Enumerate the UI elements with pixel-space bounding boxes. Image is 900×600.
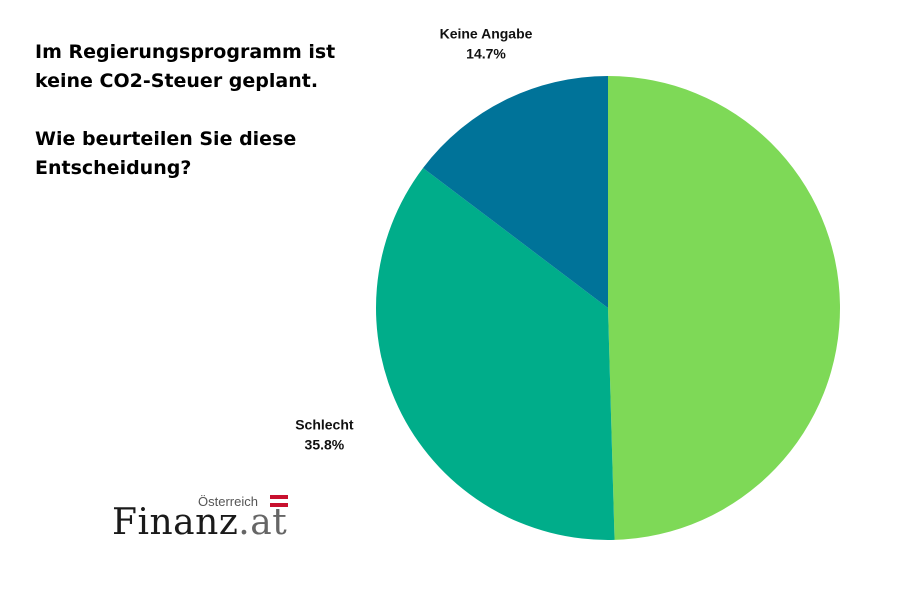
slice-label-schlecht: Schlecht bbox=[295, 416, 354, 432]
logo-name: Finanz bbox=[112, 502, 239, 543]
pie-slice-schlecht bbox=[375, 167, 615, 540]
slice-label-keine-angabe: Keine Angabe bbox=[440, 26, 533, 42]
finanz-at-logo: Österreich Finanz.at bbox=[112, 490, 302, 550]
slice-value-keine-angabe: 14.7% bbox=[466, 46, 506, 62]
title-line-1: Im Regierungsprogramm ist keine CO2-Steu… bbox=[35, 41, 336, 92]
logo-country: Österreich bbox=[198, 494, 258, 509]
slice-value-schlecht: 35.8% bbox=[305, 436, 345, 452]
pie-slice-keine-angabe bbox=[423, 75, 608, 308]
chart-title: Im Regierungsprogramm ist keine CO2-Steu… bbox=[35, 38, 365, 183]
pie-slice-gut bbox=[608, 76, 841, 540]
logo-wordmark: Finanz.at bbox=[112, 502, 287, 543]
title-line-2: Wie beurteilen Sie diese Entscheidung? bbox=[35, 128, 297, 179]
austria-flag-icon bbox=[270, 495, 288, 507]
logo-suffix: .at bbox=[238, 502, 288, 543]
